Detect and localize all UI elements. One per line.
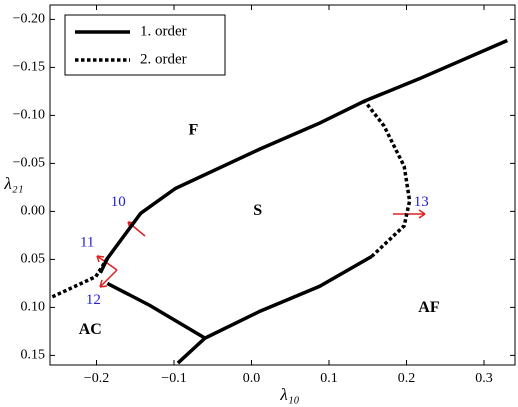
annotation: 11 xyxy=(80,235,94,251)
annotation: F xyxy=(188,121,198,138)
arrow-head xyxy=(99,279,108,288)
y-tick-label: −0.10 xyxy=(13,108,45,123)
series-line xyxy=(51,99,412,299)
arrow-head xyxy=(96,255,105,263)
y-tick-label: 0.15 xyxy=(21,348,46,363)
y-tick-label: −0.15 xyxy=(13,60,45,75)
annotation: 12 xyxy=(86,292,101,308)
x-tick-label: 0.1 xyxy=(320,371,338,386)
x-tick-label: 0.3 xyxy=(475,371,493,386)
y-axis-label: λ₂₁ xyxy=(3,174,23,193)
x-axis-label: λ₁₀ xyxy=(279,385,299,404)
arrow-head xyxy=(418,209,426,219)
x-tick-label: −0.1 xyxy=(161,371,186,386)
annotation: S xyxy=(253,202,262,219)
legend-label: 1. order xyxy=(140,23,187,39)
y-tick-label: 0.05 xyxy=(21,252,46,267)
legend-box xyxy=(64,14,226,76)
arrow xyxy=(99,269,118,288)
arrows xyxy=(96,209,426,288)
annotation: AF xyxy=(418,299,440,316)
series-line xyxy=(98,38,508,365)
annotation: AC xyxy=(79,321,102,338)
legend-label: 2. order xyxy=(140,51,187,67)
x-tick-label: 0.2 xyxy=(398,371,416,386)
y-tick-label: 0.10 xyxy=(21,300,46,315)
annotation: 10 xyxy=(111,194,126,210)
x-tick-label: −0.2 xyxy=(84,371,109,386)
x-tick-label: 0.0 xyxy=(243,371,261,386)
y-tick-label: −0.20 xyxy=(13,12,45,27)
plot-frame xyxy=(49,4,516,366)
annotation: 13 xyxy=(414,194,429,210)
y-tick-label: −0.05 xyxy=(13,156,45,171)
y-tick-label: 0.00 xyxy=(21,204,46,219)
